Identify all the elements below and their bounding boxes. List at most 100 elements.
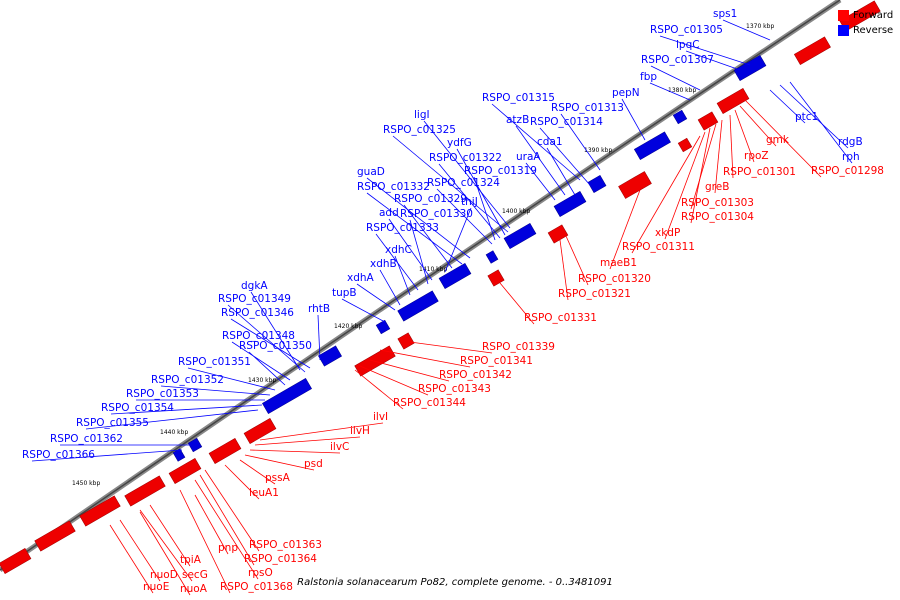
reverse-gene-label: RSPO_c01332 xyxy=(357,181,430,193)
scale-tick-label: 1390 kbp xyxy=(584,147,612,154)
forward-gene-label: nuoA xyxy=(180,583,208,595)
legend-forward-label: Forward xyxy=(853,10,894,21)
forward-gene-label: RSPO_c01311 xyxy=(622,241,695,253)
forward-gene-label: RSPO_c01368 xyxy=(220,581,293,593)
reverse-leader-line xyxy=(392,135,509,233)
forward-gene-label: RSPO_c01339 xyxy=(482,341,555,353)
reverse-leader-line xyxy=(356,283,396,311)
reverse-gene-label: ligI xyxy=(414,109,430,121)
forward-gene-label: maeB1 xyxy=(600,257,637,269)
reverse-gene-label: tupB xyxy=(332,287,357,299)
forward-leader-line xyxy=(204,469,260,552)
reverse-leader-line xyxy=(650,65,701,91)
reverse-leader-line xyxy=(539,127,591,186)
reverse-gene-label: RSPO_c01351 xyxy=(178,356,251,368)
reverse-leader-line xyxy=(456,148,506,236)
forward-gene-label: RSPO_c01303 xyxy=(681,197,754,209)
forward-gene-label: secG xyxy=(182,569,208,581)
reverse-leader-line xyxy=(722,19,771,41)
forward-gene-label: nuoE xyxy=(143,581,169,593)
reverse-leader-line xyxy=(227,304,306,373)
forward-leader-line xyxy=(249,449,341,454)
forward-gene-label: RSPO_c01364 xyxy=(244,553,317,565)
reverse-leader-line xyxy=(444,207,472,273)
reverse-gene-label: dgkA xyxy=(241,280,268,292)
forward-leader-line xyxy=(609,189,641,270)
reverse-leader-line xyxy=(85,409,259,430)
forward-leader-line xyxy=(139,511,191,596)
forward-leader-line xyxy=(379,349,471,368)
forward-gene-label: pnp xyxy=(218,542,238,554)
reverse-gene-label: RSPO_c01324 xyxy=(427,177,500,189)
reverse-gene-label: xdhA xyxy=(347,272,375,284)
scale-ticks: 1370 kbp 1380 kbp 1390 kbp 1400 kbp 1410… xyxy=(72,23,774,487)
reverse-leader-line xyxy=(789,81,853,164)
forward-gene-label: rpsO xyxy=(248,567,273,579)
reverse-leader-line xyxy=(779,84,849,149)
reverse-leader-line xyxy=(248,351,286,386)
reverse-leader-line xyxy=(560,113,601,171)
reverse-gene-label: rph xyxy=(842,151,860,163)
reverse-leader-line xyxy=(649,82,691,101)
reverse-gene-label: fbp xyxy=(640,71,657,83)
reverse-leader-line xyxy=(230,318,311,369)
reverse-gene-label: RSPO_c01366 xyxy=(22,449,95,461)
reverse-gene-label: ydfG xyxy=(447,137,472,149)
forward-leader-line xyxy=(565,235,589,286)
reverse-gene-label: RSPO_c01307 xyxy=(641,54,714,66)
legend: Forward Reverse xyxy=(838,8,900,38)
reverse-gene-label: RSPO_c01352 xyxy=(151,374,224,386)
forward-gene-label: greB xyxy=(705,181,729,193)
reverse-leader-line xyxy=(685,50,741,71)
reverse-leader-line xyxy=(659,35,751,66)
forward-leader-line xyxy=(109,524,154,594)
reverse-gene-label: RSPO_c01325 xyxy=(383,124,456,136)
reverse-leader-line xyxy=(388,218,433,281)
forward-gene-label: gmk xyxy=(766,134,790,146)
forward-leader-line xyxy=(244,454,315,471)
forward-leader-line xyxy=(354,369,404,410)
reverse-gene-label: add xyxy=(379,207,399,219)
forward-leader-line xyxy=(359,365,429,396)
reverse-gene-label: RSPO_c01319 xyxy=(464,165,537,177)
reverse-gene-label: RSPO_c01330 xyxy=(400,208,473,220)
reverse-gene-label: RSPO_c01355 xyxy=(76,417,149,429)
reverse-leader-line xyxy=(491,103,581,181)
forward-gene-label: RSPO_c01320 xyxy=(578,273,651,285)
forward-leader-line xyxy=(119,519,161,582)
forward-gene-label: RSPO_c01321 xyxy=(558,288,631,300)
forward-gene-label: RSPO_c01344 xyxy=(393,397,466,409)
scale-tick-label: 1400 kbp xyxy=(502,208,530,215)
scale-tick-label: 1410 kbp xyxy=(419,266,447,273)
reverse-leader-line xyxy=(366,177,471,259)
reverse-gene-label: cda1 xyxy=(537,136,563,148)
forward-leader-line xyxy=(409,341,493,354)
forward-gene-label: nuoD xyxy=(150,569,178,581)
reverse-leader-line xyxy=(231,341,291,381)
reverse-gene-label: RSPO_c01348 xyxy=(222,330,295,342)
reverse-leader-line xyxy=(110,404,263,415)
forward-leader-line xyxy=(259,422,384,441)
forward-gene-label: ilvI xyxy=(373,411,388,423)
scale-tick-label: 1440 kbp xyxy=(160,429,188,436)
legend-reverse-label: Reverse xyxy=(853,25,894,36)
forward-leader-line xyxy=(729,114,734,179)
reverse-leader-line xyxy=(525,162,556,201)
reverse-gene-label: RSPO_c01354 xyxy=(101,402,174,414)
forward-leader-line xyxy=(499,282,535,325)
forward-gene-label: ilvC xyxy=(330,441,349,453)
forward-gene-label: RSPO_c01331 xyxy=(524,312,597,324)
forward-gene-label: pssA xyxy=(265,472,291,484)
forward-gene-label: rpoZ xyxy=(744,150,769,162)
reverse-leader-line xyxy=(409,219,429,285)
forward-swatch xyxy=(838,10,849,21)
forward-leader-line xyxy=(239,459,276,485)
forward-leader-line xyxy=(690,127,711,224)
reverse-gene-label: RSPO_c01313 xyxy=(551,102,624,114)
forward-leader-line xyxy=(744,99,822,178)
forward-gene-label: RSPO_c01343 xyxy=(418,383,491,395)
reverse-gene-label: lpqC xyxy=(676,39,700,51)
legend-reverse: Reverse xyxy=(838,23,900,38)
reverse-gene-label: RSPO_c01362 xyxy=(50,433,123,445)
